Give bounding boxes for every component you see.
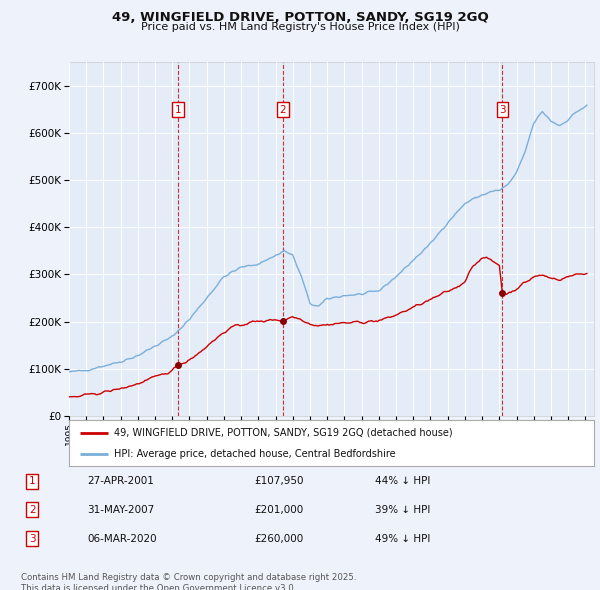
Text: 49% ↓ HPI: 49% ↓ HPI bbox=[375, 533, 430, 543]
Text: HPI: Average price, detached house, Central Bedfordshire: HPI: Average price, detached house, Cent… bbox=[113, 448, 395, 458]
Text: 2: 2 bbox=[280, 105, 286, 114]
Text: £260,000: £260,000 bbox=[254, 533, 303, 543]
Text: Contains HM Land Registry data © Crown copyright and database right 2025.
This d: Contains HM Land Registry data © Crown c… bbox=[21, 573, 356, 590]
Text: £201,000: £201,000 bbox=[254, 505, 303, 515]
Text: 49, WINGFIELD DRIVE, POTTON, SANDY, SG19 2GQ (detached house): 49, WINGFIELD DRIVE, POTTON, SANDY, SG19… bbox=[113, 428, 452, 438]
Text: £107,950: £107,950 bbox=[254, 476, 304, 486]
Text: 49, WINGFIELD DRIVE, POTTON, SANDY, SG19 2GQ: 49, WINGFIELD DRIVE, POTTON, SANDY, SG19… bbox=[112, 11, 488, 24]
Text: 31-MAY-2007: 31-MAY-2007 bbox=[87, 505, 154, 515]
Text: 3: 3 bbox=[499, 105, 506, 114]
Text: 3: 3 bbox=[29, 533, 35, 543]
Text: 44% ↓ HPI: 44% ↓ HPI bbox=[375, 476, 430, 486]
Text: 27-APR-2001: 27-APR-2001 bbox=[87, 476, 154, 486]
Text: 1: 1 bbox=[29, 476, 35, 486]
Text: 2: 2 bbox=[29, 505, 35, 515]
Text: 39% ↓ HPI: 39% ↓ HPI bbox=[375, 505, 430, 515]
Text: 1: 1 bbox=[175, 105, 181, 114]
Text: 06-MAR-2020: 06-MAR-2020 bbox=[87, 533, 157, 543]
Text: Price paid vs. HM Land Registry's House Price Index (HPI): Price paid vs. HM Land Registry's House … bbox=[140, 22, 460, 32]
